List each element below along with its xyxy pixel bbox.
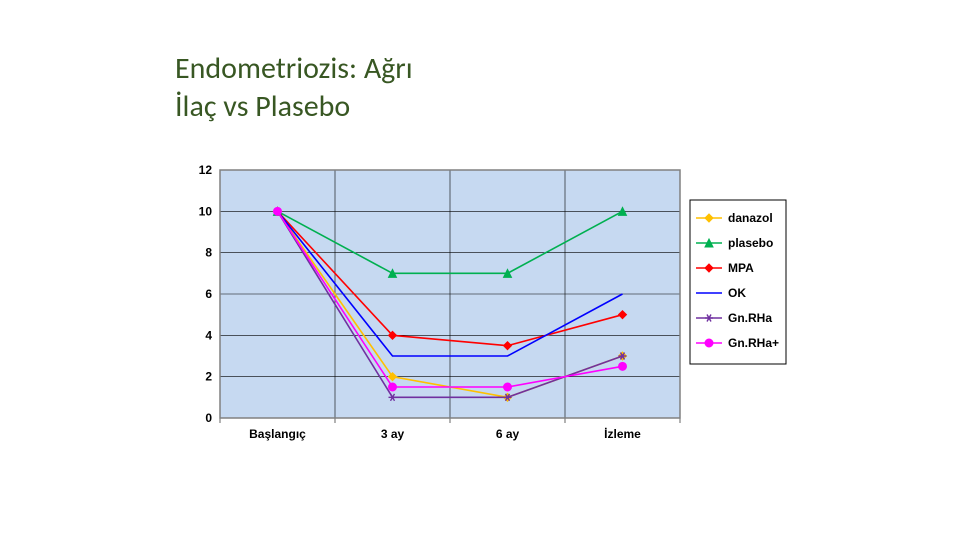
- chart-svg: 0 2 4 6 8 10 12 Başlangıç 3 ay 6 ay İzleme danazol p…: [175, 160, 795, 460]
- title-line-1: Endometriozis: Ağrı: [175, 50, 413, 88]
- line-chart: 0 2 4 6 8 10 12 Başlangıç 3 ay 6 ay İzleme danazol p…: [175, 160, 795, 465]
- legend-label: plasebo: [728, 236, 773, 250]
- y-tick-label: 0: [205, 411, 212, 425]
- title-line-2: İlaç vs Plasebo: [175, 88, 413, 126]
- y-tick-label: 12: [199, 163, 213, 177]
- legend: danazol plasebo MPA OK Gn.RHa Gn.RHa+: [690, 200, 786, 364]
- x-category-label: Başlangıç: [249, 427, 306, 441]
- legend-label: OK: [728, 286, 746, 300]
- x-category-label: 3 ay: [381, 427, 405, 441]
- chart-title-block: Endometriozis: Ağrı İlaç vs Plasebo: [175, 50, 413, 125]
- legend-label: MPA: [728, 261, 754, 275]
- y-tick-label: 4: [205, 328, 212, 342]
- legend-label: Gn.RHa: [728, 311, 772, 325]
- x-category-label: 6 ay: [496, 427, 520, 441]
- legend-label: danazol: [728, 211, 773, 225]
- y-tick-label: 2: [205, 370, 212, 384]
- y-tick-label: 6: [205, 287, 212, 301]
- x-category-label: İzleme: [604, 426, 641, 441]
- y-tick-label: 8: [205, 246, 212, 260]
- legend-label: Gn.RHa+: [728, 336, 779, 350]
- y-tick-label: 10: [199, 204, 213, 218]
